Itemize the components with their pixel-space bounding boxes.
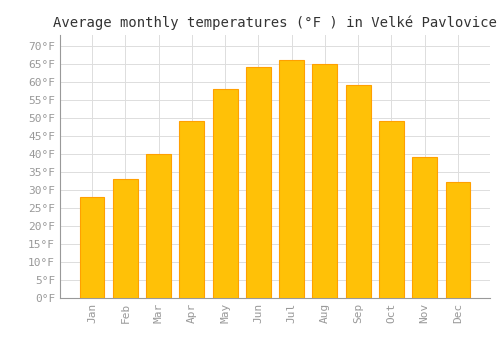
Bar [80, 197, 104, 298]
Bar [113, 179, 138, 298]
Bar [346, 85, 370, 298]
Bar [246, 67, 271, 298]
Bar [412, 157, 437, 298]
Bar [180, 121, 204, 298]
Bar [146, 154, 171, 298]
Bar [379, 121, 404, 298]
Title: Average monthly temperatures (°F ) in Velké Pavlovice: Average monthly temperatures (°F ) in Ve… [53, 15, 497, 30]
Bar [446, 182, 470, 298]
Bar [312, 64, 338, 298]
Bar [212, 89, 238, 298]
Bar [279, 60, 304, 298]
